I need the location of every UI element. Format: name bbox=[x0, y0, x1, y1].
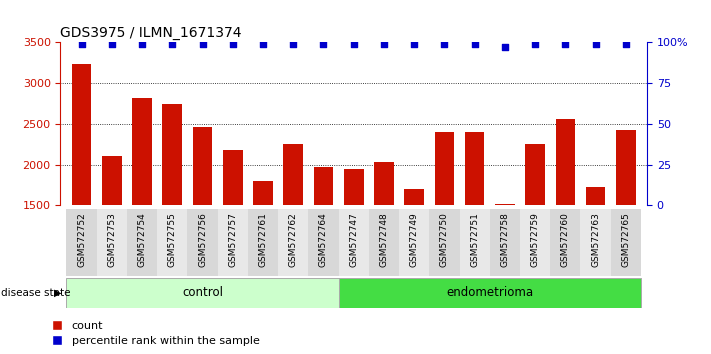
Text: disease state: disease state bbox=[1, 288, 70, 298]
Bar bbox=[278, 209, 309, 276]
Bar bbox=[188, 209, 218, 276]
Point bbox=[590, 41, 602, 47]
Bar bbox=[550, 209, 580, 276]
Text: GDS3975 / ILMN_1671374: GDS3975 / ILMN_1671374 bbox=[60, 26, 242, 40]
Bar bbox=[72, 64, 92, 205]
Bar bbox=[338, 278, 641, 308]
Point bbox=[106, 41, 117, 47]
Bar bbox=[253, 181, 273, 205]
Point bbox=[560, 41, 571, 47]
Bar bbox=[132, 98, 152, 205]
Bar bbox=[459, 209, 490, 276]
Bar bbox=[465, 132, 484, 205]
Point bbox=[530, 41, 541, 47]
Text: endometrioma: endometrioma bbox=[447, 286, 533, 299]
Bar bbox=[309, 209, 338, 276]
Bar bbox=[248, 209, 278, 276]
Text: GSM572757: GSM572757 bbox=[228, 212, 237, 267]
Point bbox=[137, 41, 148, 47]
Bar bbox=[344, 169, 363, 205]
Text: GSM572765: GSM572765 bbox=[621, 212, 631, 267]
Point bbox=[348, 41, 360, 47]
Bar bbox=[102, 156, 122, 205]
Bar bbox=[223, 150, 242, 205]
Bar bbox=[374, 162, 394, 205]
Text: GSM572750: GSM572750 bbox=[440, 212, 449, 267]
Bar bbox=[193, 127, 213, 205]
Point bbox=[378, 41, 390, 47]
Bar bbox=[314, 167, 333, 205]
Text: GSM572752: GSM572752 bbox=[77, 212, 86, 267]
Point bbox=[318, 41, 329, 47]
Point bbox=[469, 41, 481, 47]
Text: GSM572759: GSM572759 bbox=[530, 212, 540, 267]
Bar bbox=[284, 144, 303, 205]
Text: GSM572747: GSM572747 bbox=[349, 212, 358, 267]
Bar bbox=[218, 209, 248, 276]
Bar bbox=[399, 209, 429, 276]
Text: GSM572755: GSM572755 bbox=[168, 212, 177, 267]
Bar bbox=[580, 209, 611, 276]
Point bbox=[227, 41, 238, 47]
Bar bbox=[369, 209, 399, 276]
Point bbox=[287, 41, 299, 47]
Point bbox=[76, 41, 87, 47]
Point bbox=[620, 41, 631, 47]
Bar bbox=[616, 130, 636, 205]
Bar bbox=[163, 104, 182, 205]
Text: ▶: ▶ bbox=[54, 288, 62, 298]
Text: GSM572751: GSM572751 bbox=[470, 212, 479, 267]
Bar bbox=[611, 209, 641, 276]
Text: GSM572763: GSM572763 bbox=[591, 212, 600, 267]
Bar bbox=[429, 209, 459, 276]
Bar bbox=[338, 209, 369, 276]
Text: GSM572749: GSM572749 bbox=[410, 212, 419, 267]
Text: GSM572748: GSM572748 bbox=[380, 212, 388, 267]
Bar bbox=[67, 209, 97, 276]
Text: GSM572760: GSM572760 bbox=[561, 212, 570, 267]
Bar bbox=[405, 189, 424, 205]
Text: control: control bbox=[182, 286, 223, 299]
Bar bbox=[555, 119, 575, 205]
Text: GSM572754: GSM572754 bbox=[137, 212, 146, 267]
Text: GSM572762: GSM572762 bbox=[289, 212, 298, 267]
Text: GSM572761: GSM572761 bbox=[259, 212, 267, 267]
Point bbox=[409, 41, 420, 47]
Point bbox=[166, 41, 178, 47]
Bar bbox=[495, 204, 515, 205]
Text: GSM572753: GSM572753 bbox=[107, 212, 117, 267]
Bar bbox=[586, 187, 606, 205]
Bar bbox=[127, 209, 157, 276]
Point bbox=[257, 41, 269, 47]
Bar bbox=[525, 144, 545, 205]
Point bbox=[439, 41, 450, 47]
Legend: count, percentile rank within the sample: count, percentile rank within the sample bbox=[52, 321, 260, 347]
Text: GSM572758: GSM572758 bbox=[501, 212, 509, 267]
Bar bbox=[67, 278, 338, 308]
Point bbox=[499, 45, 510, 50]
Point bbox=[197, 41, 208, 47]
Bar bbox=[520, 209, 550, 276]
Text: GSM572756: GSM572756 bbox=[198, 212, 207, 267]
Text: GSM572764: GSM572764 bbox=[319, 212, 328, 267]
Bar bbox=[97, 209, 127, 276]
Bar bbox=[157, 209, 188, 276]
Bar bbox=[434, 132, 454, 205]
Bar bbox=[490, 209, 520, 276]
